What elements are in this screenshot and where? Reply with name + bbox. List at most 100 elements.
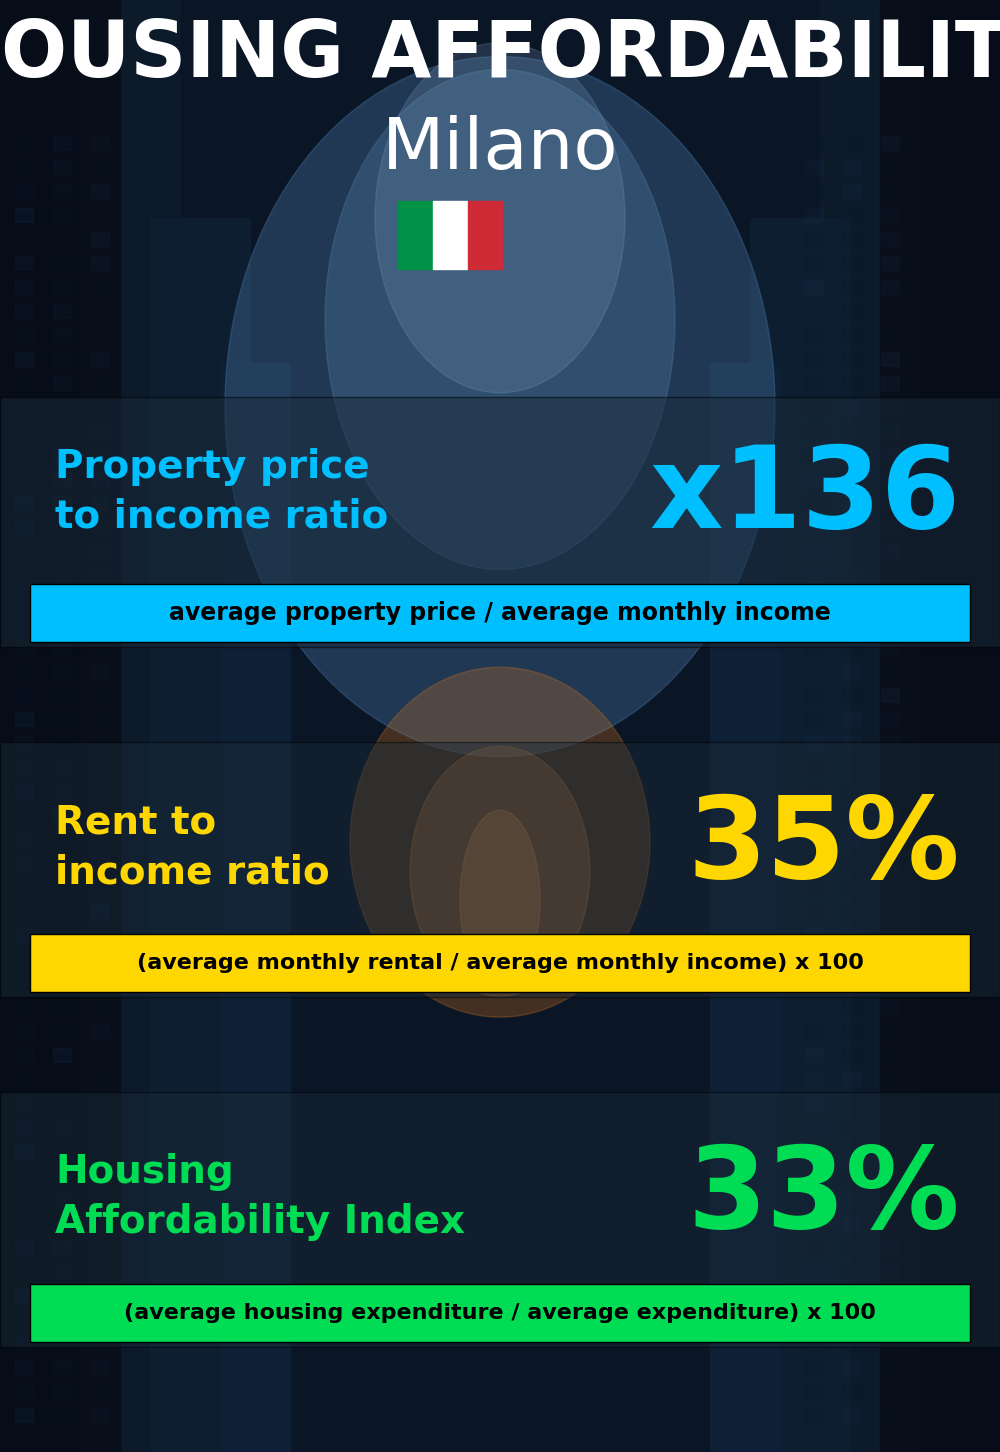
Bar [91,857,109,870]
Bar [881,351,899,366]
Bar [91,953,109,966]
Bar [53,1265,71,1278]
Bar [805,807,823,822]
Bar [881,857,899,870]
Text: (average monthly rental / average monthly income) x 100: (average monthly rental / average monthl… [137,953,863,973]
Bar [843,880,861,894]
Bar [881,1048,899,1061]
Bar [15,303,33,318]
Bar [843,1048,861,1061]
Bar [881,1361,899,1374]
Bar [881,544,899,558]
Bar [843,953,861,966]
Text: Milano: Milano [382,116,618,184]
Bar [220,363,290,1452]
Bar [843,376,861,391]
Bar [53,520,71,534]
Bar [805,328,823,343]
Bar [91,1000,109,1013]
Bar [91,424,109,439]
Bar [805,449,823,462]
Bar [843,497,861,510]
Bar [91,784,109,799]
Bar [15,399,33,414]
Bar [91,520,109,534]
FancyBboxPatch shape [30,1284,970,1342]
Bar [91,208,109,222]
Text: x136: x136 [649,441,960,553]
Bar [805,1072,823,1086]
Bar [843,905,861,918]
Bar [843,328,861,343]
Bar [53,1144,71,1159]
Bar [843,424,861,439]
Bar [53,928,71,942]
Bar [881,424,899,439]
Ellipse shape [350,666,650,1018]
Bar [881,592,899,605]
Bar [53,1167,71,1182]
Bar [805,1361,823,1374]
Bar [881,136,899,150]
Bar [881,1384,899,1398]
Bar [15,857,33,870]
Bar [843,711,861,726]
Bar [843,1192,861,1207]
Bar [91,449,109,462]
Bar [91,256,109,270]
Bar [15,1215,33,1230]
Bar [881,1144,899,1159]
Bar [15,1384,33,1398]
Bar [805,424,823,439]
Bar [881,184,899,197]
Bar [15,472,33,486]
Bar [881,1000,899,1013]
Bar [805,1000,823,1013]
Bar [91,1215,109,1230]
Bar [91,376,109,391]
Bar [881,784,899,799]
Bar [805,497,823,510]
Bar [843,232,861,245]
Bar [53,1240,71,1255]
Bar [881,1167,899,1182]
Bar [843,136,861,150]
Bar [15,1000,33,1013]
Bar [843,1215,861,1230]
Bar [843,664,861,678]
Bar [53,976,71,990]
Bar [881,1408,899,1422]
Bar [843,184,861,197]
Bar [843,1167,861,1182]
Bar [15,544,33,558]
Ellipse shape [460,810,540,990]
Bar [805,1215,823,1230]
Bar [805,905,823,918]
Bar [15,1072,33,1086]
Bar [843,1384,861,1398]
Bar [0,0,120,1452]
Bar [805,1336,823,1350]
Bar [843,568,861,582]
Ellipse shape [325,70,675,569]
Bar [15,1240,33,1255]
Bar [91,1336,109,1350]
Bar [91,1119,109,1134]
Bar [15,351,33,366]
Bar [53,1288,71,1302]
Bar [53,1048,71,1061]
Bar [15,376,33,391]
Bar [91,616,109,630]
Bar [15,136,33,150]
Bar [53,1384,71,1398]
Bar [91,1288,109,1302]
Bar [15,1024,33,1038]
Bar [881,880,899,894]
Bar [91,1024,109,1038]
Bar [805,256,823,270]
Bar [91,1384,109,1398]
Bar [468,200,502,269]
Bar [91,807,109,822]
Bar [53,160,71,174]
Bar [820,0,1000,1452]
